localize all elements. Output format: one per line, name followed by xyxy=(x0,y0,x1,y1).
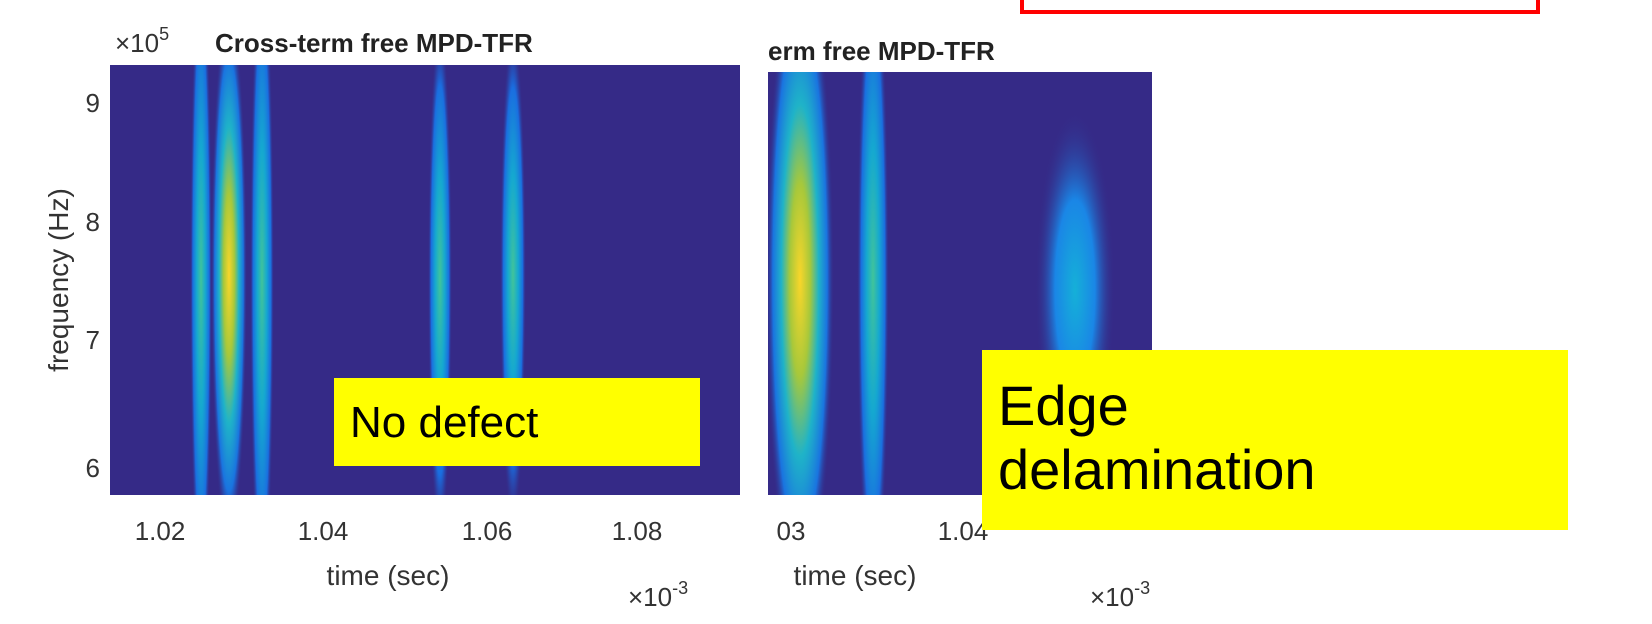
y-tick-label: 9 xyxy=(86,88,100,118)
y-exponent-power: 5 xyxy=(159,24,169,44)
panel-title: erm free MPD-TFR xyxy=(768,36,995,66)
x-tick-label: 1.02 xyxy=(135,516,186,546)
y-tick-label: 7 xyxy=(86,325,100,355)
panel-title: Cross-term free MPD-TFR xyxy=(215,28,533,58)
x-tick-label: 1.04 xyxy=(298,516,349,546)
annotation: Edge delamination xyxy=(982,350,1568,530)
x-axis-label: time (sec) xyxy=(794,560,917,591)
x-tick-label: 1.06 xyxy=(462,516,513,546)
y-tick-label: 6 xyxy=(86,453,100,483)
x-tick-label: 03 xyxy=(777,516,806,546)
y-tick-label: 8 xyxy=(86,207,100,237)
x-exponent: ×10-3 xyxy=(1090,578,1150,612)
x-exponent: ×10-3 xyxy=(628,578,688,612)
y-axis-label: frequency (Hz) xyxy=(43,188,74,372)
x-exponent-power: -3 xyxy=(672,578,688,598)
y-exponent: ×105 xyxy=(115,24,169,58)
annotation: No defect xyxy=(334,378,700,466)
x-exponent-power: -3 xyxy=(1134,578,1150,598)
heatmap-2 xyxy=(768,72,1152,495)
x-tick-label: 1.08 xyxy=(612,516,663,546)
red-frame xyxy=(1020,0,1540,14)
x-tick-label: 1.04 xyxy=(938,516,989,546)
x-axis-label: time (sec) xyxy=(327,560,450,591)
